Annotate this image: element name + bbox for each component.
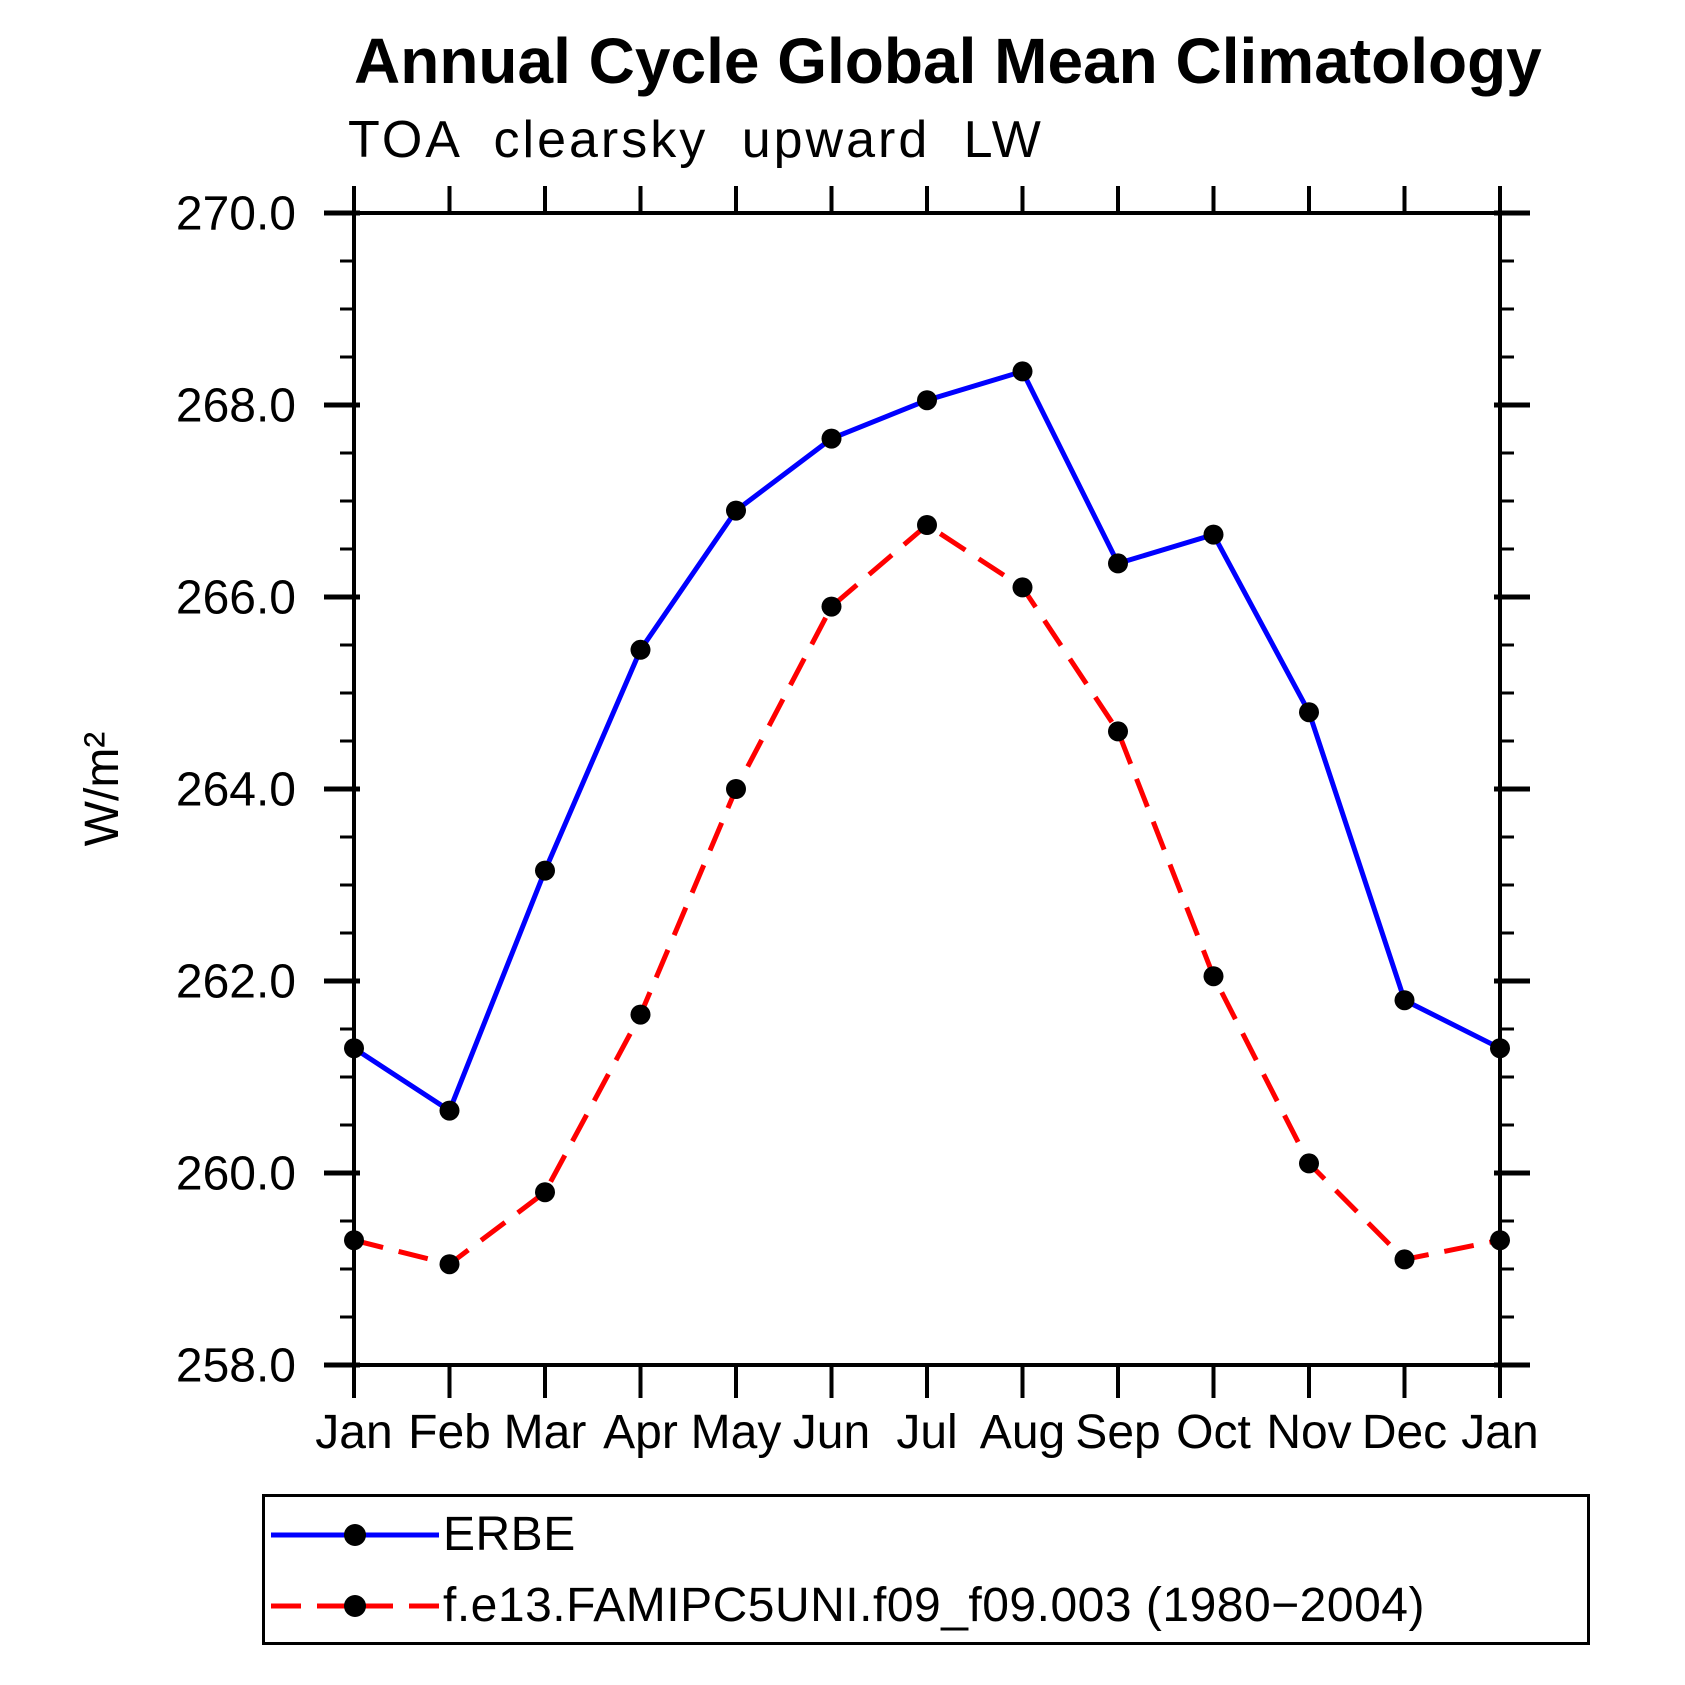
data-point-marker (535, 860, 555, 881)
data-point-marker (1490, 1230, 1510, 1251)
data-point-marker (821, 428, 842, 449)
data-point-marker (439, 1100, 460, 1121)
x-axis-tick-label: Nov (1266, 1406, 1351, 1459)
data-point-marker (917, 390, 937, 411)
data-point-marker (1394, 990, 1415, 1011)
x-axis-tick-label: Mar (504, 1406, 587, 1459)
data-point-marker (1012, 361, 1033, 382)
data-point-marker (917, 515, 937, 535)
legend-sample-model (271, 1595, 439, 1617)
legend-label-model: f.e13.FAMIPC5UNI.f09_f09.003 (1980−2004) (443, 1579, 1425, 1632)
x-axis-tick-label: Dec (1362, 1406, 1447, 1459)
data-point-marker (1203, 524, 1224, 545)
legend-entry-model: f.e13.FAMIPC5UNI.f09_f09.003 (1980−2004) (269, 1580, 1425, 1632)
y-axis-tick-label: 270.0 (176, 187, 296, 240)
series-line-0 (352, 368, 1502, 1115)
data-point-marker (1299, 1153, 1319, 1174)
data-point-marker (1203, 966, 1224, 987)
series-line-1 (353, 521, 1501, 1267)
y-axis-title: W/m² (76, 732, 129, 847)
x-axis-tick-label: Jan (1461, 1406, 1538, 1459)
data-point-marker (821, 596, 842, 617)
x-axis-tick-label: Oct (1176, 1406, 1251, 1459)
x-axis-tick-label: Jul (896, 1406, 957, 1459)
data-point-marker (1299, 702, 1319, 723)
y-axis-tick-label: 268.0 (176, 379, 296, 432)
x-axis-tick-label: Aug (980, 1406, 1065, 1459)
data-point-marker (344, 1230, 364, 1251)
data-point-marker (726, 779, 746, 799)
y-axis-tick-label: 264.0 (176, 763, 296, 816)
axis-frame (352, 211, 1502, 1367)
data-point-marker (630, 639, 651, 660)
x-axis-tick-label: Apr (603, 1406, 678, 1459)
y-axis-tick-label: 266.0 (176, 571, 296, 624)
legend-marker-dot (344, 1524, 366, 1546)
y-axis-tick-label: 260.0 (176, 1147, 296, 1200)
data-point-marker (439, 1254, 460, 1275)
legend-label-erbe: ERBE (443, 1508, 576, 1561)
legend-marker-dot (344, 1595, 366, 1617)
data-point-marker (1108, 721, 1128, 742)
x-axis-tick-label: Jan (315, 1406, 392, 1459)
chart-title: Annual Cycle Global Mean Climatology (354, 25, 1542, 97)
y-axis-tick-label: 258.0 (176, 1339, 296, 1392)
legend-sample-erbe (271, 1524, 439, 1546)
x-axis-tick-label: Feb (408, 1406, 491, 1459)
chart-subtitle: TOA clearsky upward LW (348, 111, 1044, 169)
x-axis-tick-label: May (691, 1406, 782, 1459)
legend-box: ERBE f.e13.FAMIPC5UNI.f09_f09.003 (1980−… (262, 1494, 1590, 1645)
data-point-marker (630, 1004, 651, 1025)
data-point-marker (1394, 1249, 1415, 1270)
data-point-marker (535, 1182, 555, 1203)
data-point-marker (726, 500, 746, 521)
x-axis-tick-label: Jun (793, 1406, 870, 1459)
y-axis-tick-label: 262.0 (176, 955, 296, 1008)
data-point-marker (1490, 1038, 1510, 1059)
x-axis-tick-label: Sep (1075, 1406, 1160, 1459)
legend-entry-erbe: ERBE (269, 1509, 576, 1561)
data-point-marker (344, 1038, 364, 1059)
data-point-marker (1012, 577, 1033, 598)
data-point-marker (1108, 553, 1128, 574)
